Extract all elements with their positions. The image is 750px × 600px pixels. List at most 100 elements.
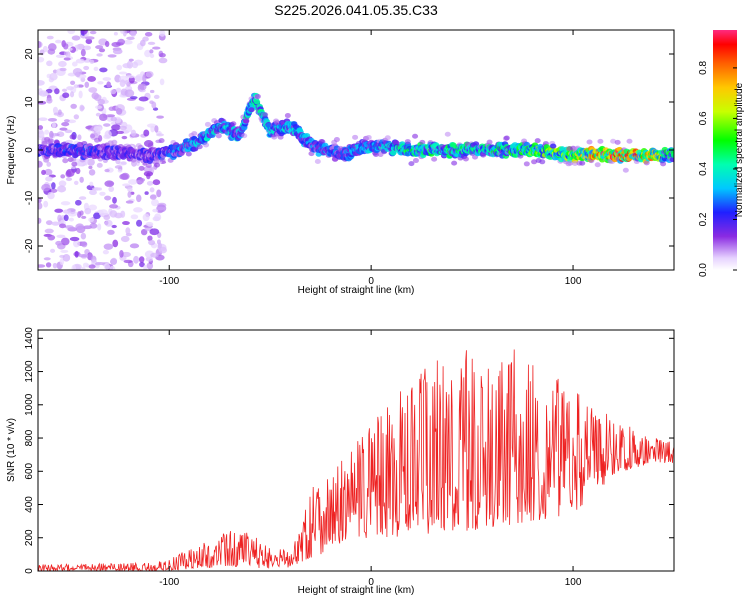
spectrogram-cell: [148, 239, 156, 246]
spectrogram-cell: [97, 81, 104, 85]
colorbar-tick-label: 0.2: [698, 212, 709, 226]
spectrogram-cell: [156, 206, 165, 211]
spectrogram-cell: [80, 30, 88, 35]
spectrogram-cell: [140, 39, 146, 47]
spectrogram-cell: [88, 165, 93, 170]
spectrogram-cell: [78, 254, 88, 258]
spectrogram-cell: [41, 169, 46, 176]
spectrogram-cell: [65, 177, 73, 182]
spectrogram-cell: [549, 143, 557, 149]
spectrogram-cell: [119, 250, 124, 258]
spectrogram-cell: [60, 201, 71, 206]
x-tick-label: 0: [368, 276, 374, 287]
spectrogram-cell: [136, 106, 145, 112]
spectrogram-cell: [670, 152, 674, 158]
spectrogram-cell: [38, 264, 46, 268]
spectrogram-cell: [138, 256, 145, 263]
spectrogram-cell: [75, 223, 85, 231]
spectrogram-cell: [384, 135, 391, 141]
spectrogram-cell: [150, 252, 159, 258]
spectrogram-cell: [39, 90, 48, 97]
spectrogram-cell: [138, 165, 145, 171]
snr-plot-area: [38, 349, 674, 571]
y-tick-label: 200: [24, 529, 35, 546]
spectrogram-cell: [444, 131, 451, 137]
spectrogram-cell: [145, 71, 154, 78]
spectrogram-cell: [90, 133, 96, 139]
spectrogram-cell: [46, 35, 54, 40]
spectrogram-cell: [55, 39, 62, 44]
spectrogram-cell: [84, 207, 92, 215]
y-tick-label: 10: [24, 96, 35, 108]
spectrogram-cell: [82, 45, 92, 51]
spectrogram-cell: [130, 129, 137, 137]
spectrogram-cell: [462, 156, 469, 162]
spectrogram-cell: [60, 237, 70, 246]
x-tick-label: 100: [565, 276, 582, 287]
spectrogram-cell: [49, 130, 54, 139]
spectrogram-cell: [45, 262, 52, 268]
spectrogram-cell: [71, 61, 78, 67]
spectrogram-cell: [54, 208, 64, 213]
spectrogram-cell: [157, 242, 162, 249]
spectrogram-cell: [47, 138, 54, 144]
spectrogram-cell: [89, 181, 94, 187]
spectrogram-cell: [47, 43, 57, 52]
spectrogram-cell: [38, 202, 43, 210]
spectrogram-cell: [119, 79, 126, 88]
spectrogram-cell: [119, 71, 127, 75]
spectrogram-cell: [365, 134, 372, 140]
spectrogram-cell: [51, 221, 60, 226]
spectrogram-cell: [103, 263, 111, 270]
spectrogram-cell: [129, 243, 140, 249]
spectrogram-cell: [130, 214, 139, 220]
y-tick-label: -10: [24, 190, 35, 205]
spectrogram-cell: [158, 138, 165, 144]
spectrogram-cell: [104, 195, 112, 201]
spectrogram-cell: [230, 121, 237, 127]
spectrogram-cell: [72, 68, 83, 76]
spectrogram-cell: [149, 49, 154, 54]
spectrogram-cell: [120, 161, 127, 165]
spectrogram-cell: [159, 52, 166, 58]
spectrogram-cell: [159, 78, 165, 86]
spectrogram-cell: [64, 225, 74, 229]
spectrogram-cell: [154, 162, 161, 168]
y-tick-label: 400: [24, 496, 35, 513]
spectrogram-cell: [60, 249, 69, 253]
spectrogram-cell: [614, 139, 621, 145]
spectrogram-cell: [531, 159, 538, 165]
spectrogram-x-axis-label: Height of straight line (km): [298, 285, 415, 296]
spectrogram-cell: [126, 36, 135, 41]
spectrogram-cell: [132, 61, 139, 69]
spectrogram-cell: [242, 118, 250, 124]
spectrogram-y-axis-label: Frequency (Hz): [6, 116, 17, 185]
spectrogram-cell: [64, 129, 73, 134]
colorbar-tick-label: 0.8: [698, 61, 709, 75]
colorbar-tick-label: 0.6: [698, 111, 709, 125]
spectrogram-cell: [203, 142, 210, 148]
y-tick-label: 800: [24, 429, 35, 446]
spectrogram-cell: [146, 123, 157, 128]
spectrogram-cell: [38, 41, 42, 48]
spectrogram-cell: [77, 134, 82, 141]
spectrogram-cell: [89, 30, 97, 35]
spectrogram-cell: [38, 125, 44, 130]
spectrogram-cell: [139, 178, 146, 182]
spectrogram-cell: [38, 79, 45, 86]
spectrogram-cell: [38, 217, 42, 224]
spectrogram-cell: [253, 99, 261, 105]
spectrogram-cell: [55, 240, 63, 246]
spectrogram-cell: [248, 107, 255, 113]
spectrogram-cell: [104, 219, 113, 227]
spectrogram-cell: [146, 180, 154, 186]
spectrogram-cell: [73, 114, 80, 120]
spectrogram-cell: [124, 80, 130, 85]
spectrogram-cell: [75, 167, 81, 175]
spectrogram-cell: [586, 139, 593, 145]
spectrogram-cell: [158, 246, 168, 254]
spectrogram-cell: [66, 86, 74, 91]
spectrogram-cell: [114, 74, 122, 83]
spectrogram-cell: [142, 213, 150, 222]
